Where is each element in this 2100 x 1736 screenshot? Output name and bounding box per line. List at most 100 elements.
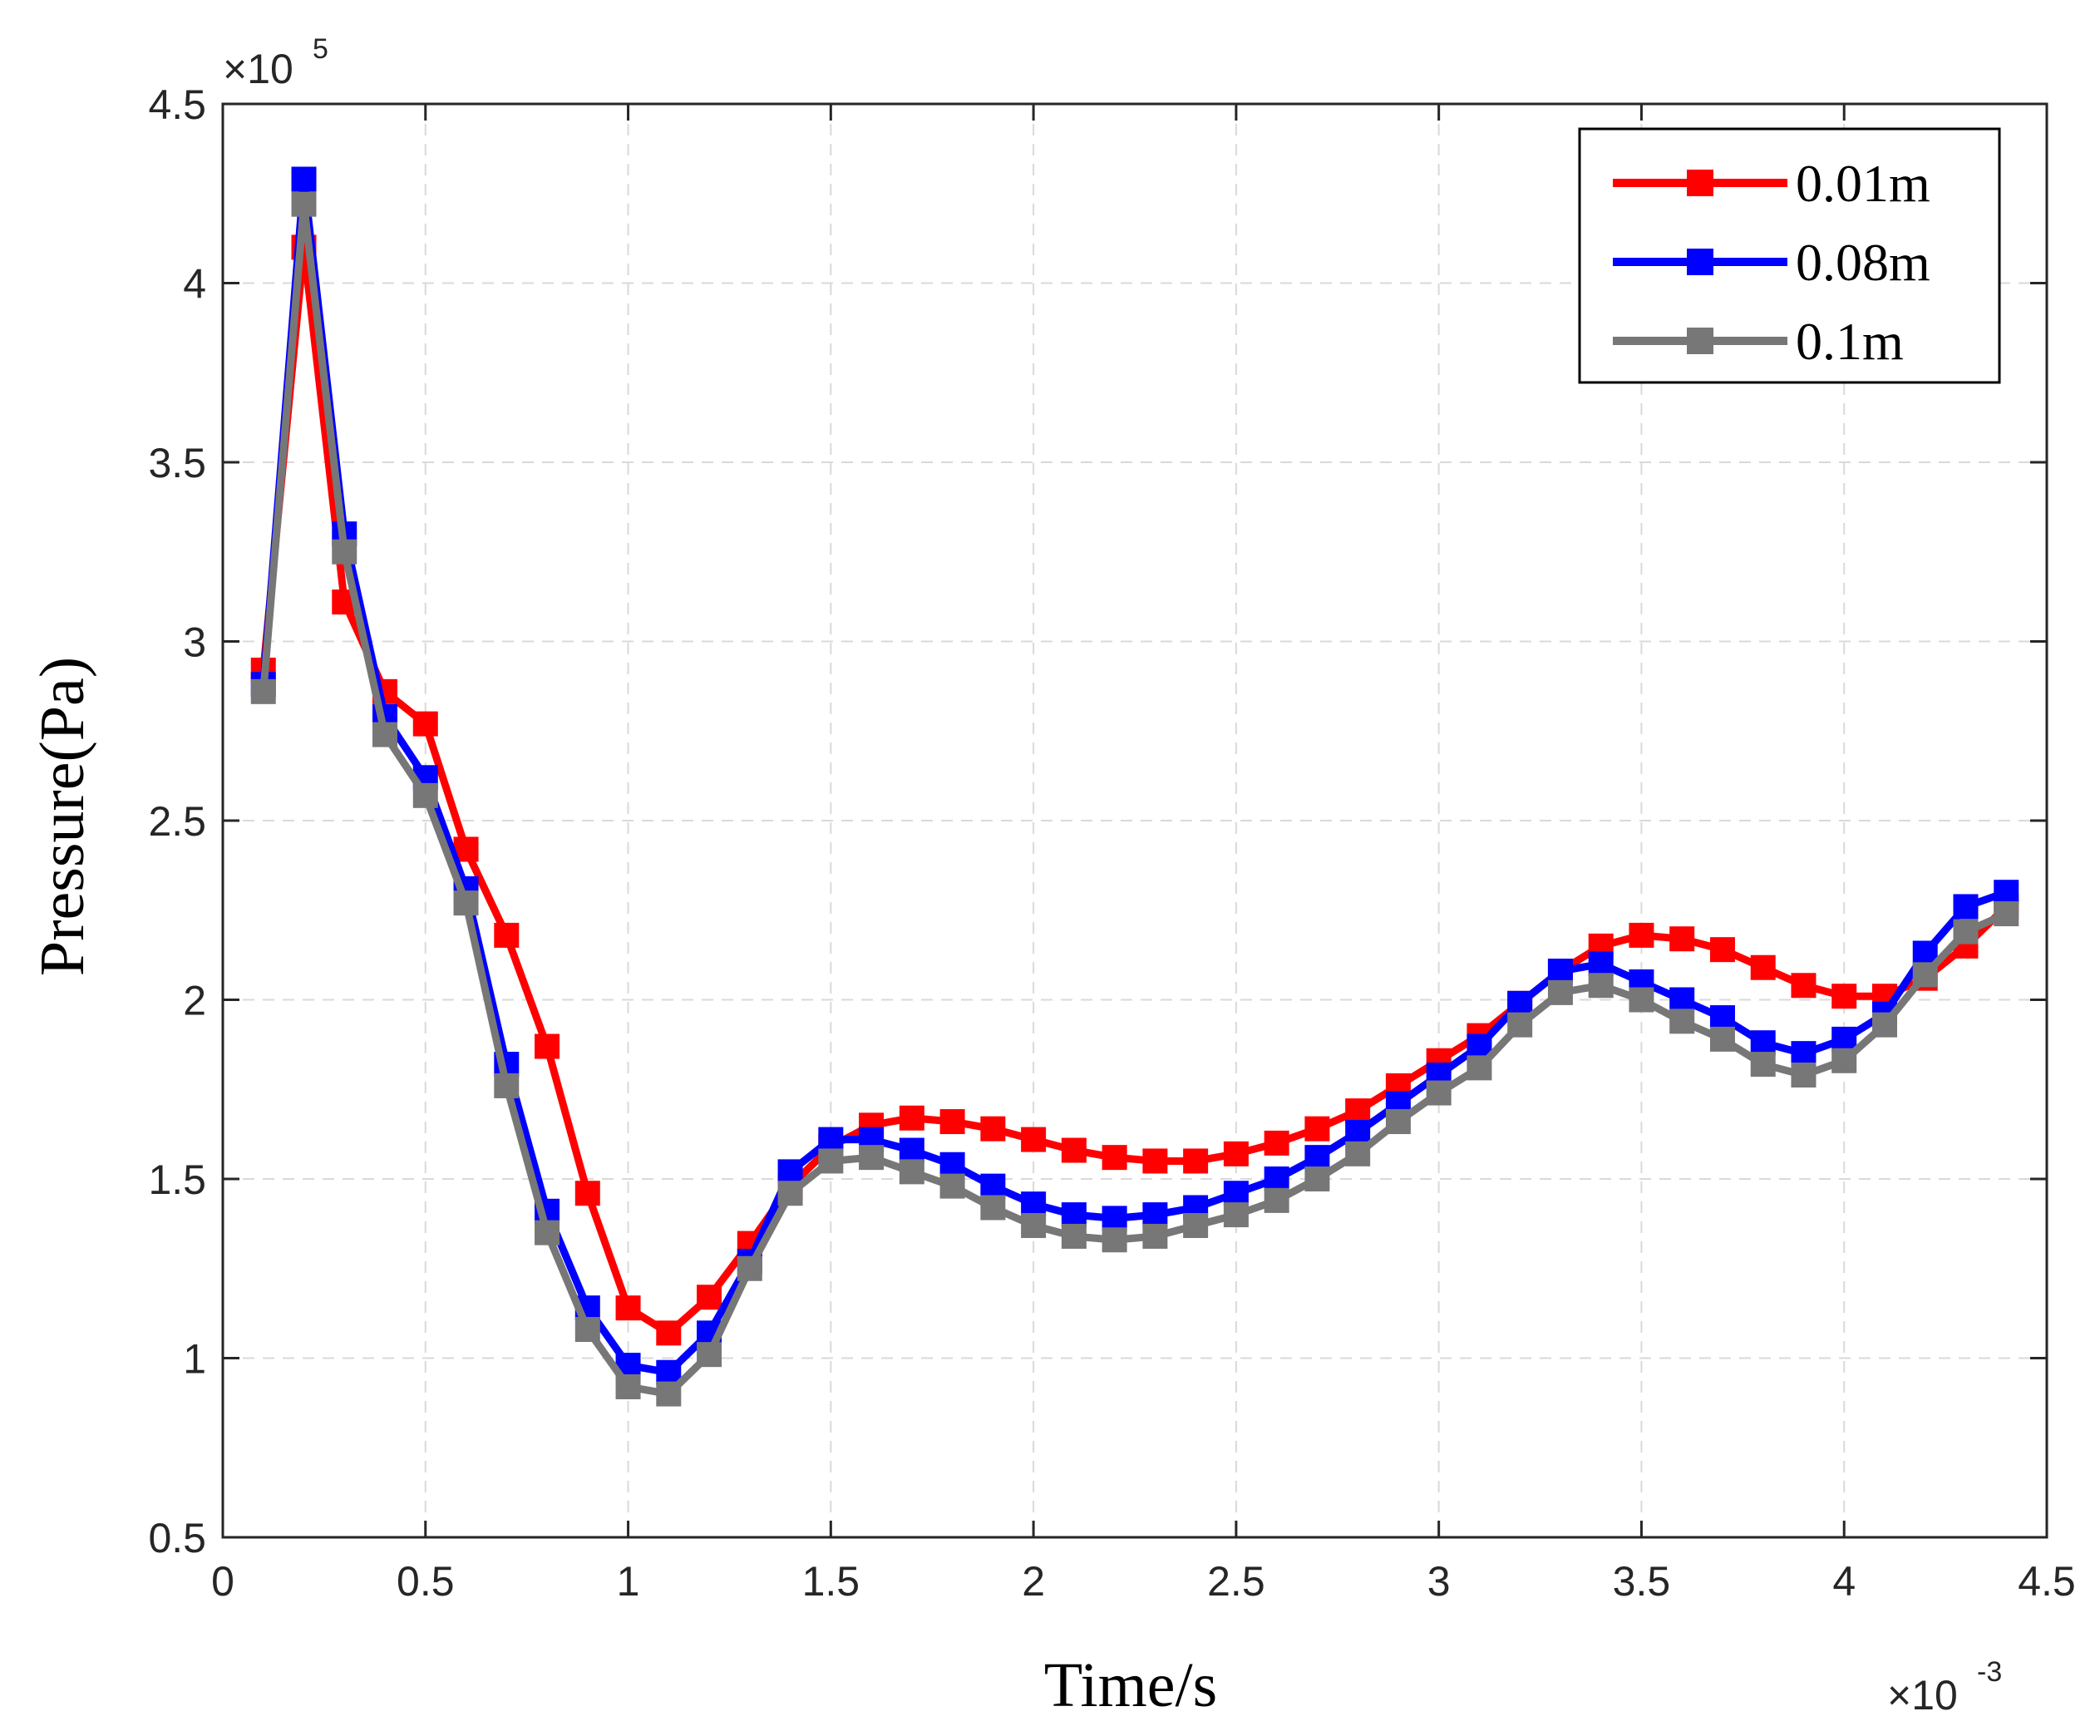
data-point-0.01m: [412, 711, 438, 737]
legend-label-0.08m: 0.08m: [1796, 233, 1930, 292]
data-point-0.1m: [1669, 1009, 1695, 1034]
y-tick-label: 0.5: [148, 1515, 206, 1561]
data-point-0.01m: [899, 1105, 924, 1131]
data-point-0.1m: [1831, 1048, 1857, 1073]
data-point-0.08m: [939, 1152, 965, 1177]
data-point-0.1m: [980, 1195, 1006, 1221]
data-point-0.08m: [1953, 894, 1979, 920]
ticks: 0 0.5 1 1.5 2 2.5 3 3.5 4 4.50.511.522.533.544.5: [148, 81, 2075, 1605]
data-point-0.01m: [1669, 926, 1695, 952]
data-point-0.1m: [1223, 1202, 1249, 1228]
data-point-0.08m: [1061, 1202, 1087, 1228]
data-point-0.01m: [939, 1109, 965, 1135]
legend-marker-0.01m: [1687, 170, 1713, 196]
data-point-0.01m: [574, 1181, 600, 1206]
data-point-0.01m: [1831, 984, 1857, 1009]
data-point-0.08m: [899, 1137, 924, 1163]
data-point-0.01m: [535, 1033, 560, 1059]
data-point-0.1m: [574, 1317, 600, 1343]
y-multiplier-label: ×10: [223, 46, 293, 92]
data-point-0.01m: [1061, 1137, 1087, 1163]
data-point-0.1m: [1304, 1166, 1330, 1191]
data-point-0.08m: [1304, 1145, 1330, 1171]
data-point-0.1m: [1547, 979, 1573, 1005]
data-point-0.01m: [1345, 1098, 1371, 1124]
data-point-0.01m: [656, 1320, 682, 1346]
data-point-0.08m: [1264, 1166, 1289, 1191]
data-point-0.1m: [332, 539, 357, 565]
x-multiplier-exponent: -3: [1977, 1656, 2002, 1688]
legend-label-0.1m: 0.1m: [1796, 312, 1904, 371]
data-point-0.08m: [1709, 1005, 1735, 1031]
y-tick-label: 3: [183, 619, 206, 666]
data-point-0.1m: [818, 1148, 844, 1174]
x-tick-label: 2: [1022, 1558, 1045, 1605]
data-point-0.08m: [1142, 1202, 1168, 1228]
data-point-0.08m: [1994, 880, 2019, 905]
legend-entry-0.1m: 0.1m: [1613, 312, 1904, 371]
data-point-0.01m: [1629, 922, 1654, 948]
data-point-0.1m: [1953, 919, 1979, 944]
data-point-0.1m: [1912, 962, 1938, 988]
data-point-0.1m: [899, 1159, 924, 1185]
y-tick-label: 4: [183, 261, 206, 308]
data-point-0.1m: [494, 1073, 520, 1098]
data-point-0.1m: [372, 722, 398, 747]
data-point-0.01m: [1264, 1130, 1289, 1156]
x-axis-title: Time/s: [1044, 1650, 1217, 1720]
data-point-0.1m: [291, 191, 317, 217]
data-point-0.1m: [535, 1220, 560, 1245]
data-point-0.01m: [494, 922, 520, 948]
data-point-0.01m: [1223, 1141, 1249, 1166]
data-point-0.01m: [1102, 1145, 1127, 1171]
data-point-0.1m: [1994, 901, 2019, 927]
series-0.1m: [250, 191, 2019, 1407]
data-point-0.1m: [1629, 987, 1654, 1013]
data-point-0.1m: [1709, 1026, 1735, 1052]
data-point-0.1m: [1102, 1227, 1127, 1253]
data-point-0.08m: [1223, 1181, 1249, 1206]
data-point-0.1m: [615, 1374, 641, 1399]
data-point-0.1m: [1750, 1052, 1776, 1078]
data-point-0.1m: [656, 1381, 682, 1407]
data-point-0.08m: [818, 1127, 844, 1152]
data-point-0.1m: [1871, 1012, 1897, 1038]
data-point-0.01m: [1183, 1148, 1209, 1174]
data-point-0.01m: [615, 1295, 641, 1321]
y-tick-label: 1: [183, 1336, 206, 1383]
legend-entry-0.08m: 0.08m: [1613, 233, 1930, 292]
data-point-0.1m: [1467, 1055, 1492, 1081]
data-point-0.08m: [1791, 1041, 1817, 1067]
y-axis-title: Pressure(Pa): [27, 657, 97, 976]
x-tick-label: 1: [617, 1558, 640, 1605]
legend: 0.01m 0.08m 0.1m: [1578, 127, 2001, 384]
data-point-0.1m: [697, 1342, 722, 1368]
data-point-0.08m: [777, 1159, 803, 1185]
data-point-0.1m: [1345, 1141, 1371, 1166]
x-tick-label: 2.5: [1207, 1558, 1265, 1605]
x-tick-label: 3: [1427, 1558, 1451, 1605]
data-point-0.1m: [1264, 1187, 1289, 1213]
data-point-0.1m: [1588, 973, 1614, 999]
x-tick-label: 4: [1832, 1558, 1856, 1605]
y-tick-label: 1.5: [148, 1157, 206, 1203]
data-point-0.1m: [250, 678, 276, 704]
data-point-0.08m: [980, 1173, 1006, 1199]
data-point-0.1m: [939, 1173, 965, 1199]
data-point-0.1m: [1791, 1063, 1817, 1088]
x-tick-label: 4.5: [2018, 1558, 2076, 1605]
y-tick-label: 3.5: [148, 440, 206, 486]
y-tick-label: 2.5: [148, 798, 206, 845]
data-point-0.08m: [1831, 1026, 1857, 1052]
data-point-0.08m: [1507, 990, 1533, 1016]
data-point-0.01m: [697, 1285, 722, 1310]
data-point-0.1m: [1507, 1012, 1533, 1038]
data-point-0.01m: [1791, 973, 1817, 999]
data-point-0.08m: [1547, 959, 1573, 984]
data-point-0.1m: [1183, 1213, 1209, 1239]
data-point-0.01m: [1021, 1127, 1047, 1152]
legend-marker-0.08m: [1687, 249, 1713, 275]
legend-entry-0.01m: 0.01m: [1613, 154, 1930, 213]
data-point-0.01m: [1304, 1116, 1330, 1142]
data-point-0.1m: [1021, 1213, 1047, 1239]
